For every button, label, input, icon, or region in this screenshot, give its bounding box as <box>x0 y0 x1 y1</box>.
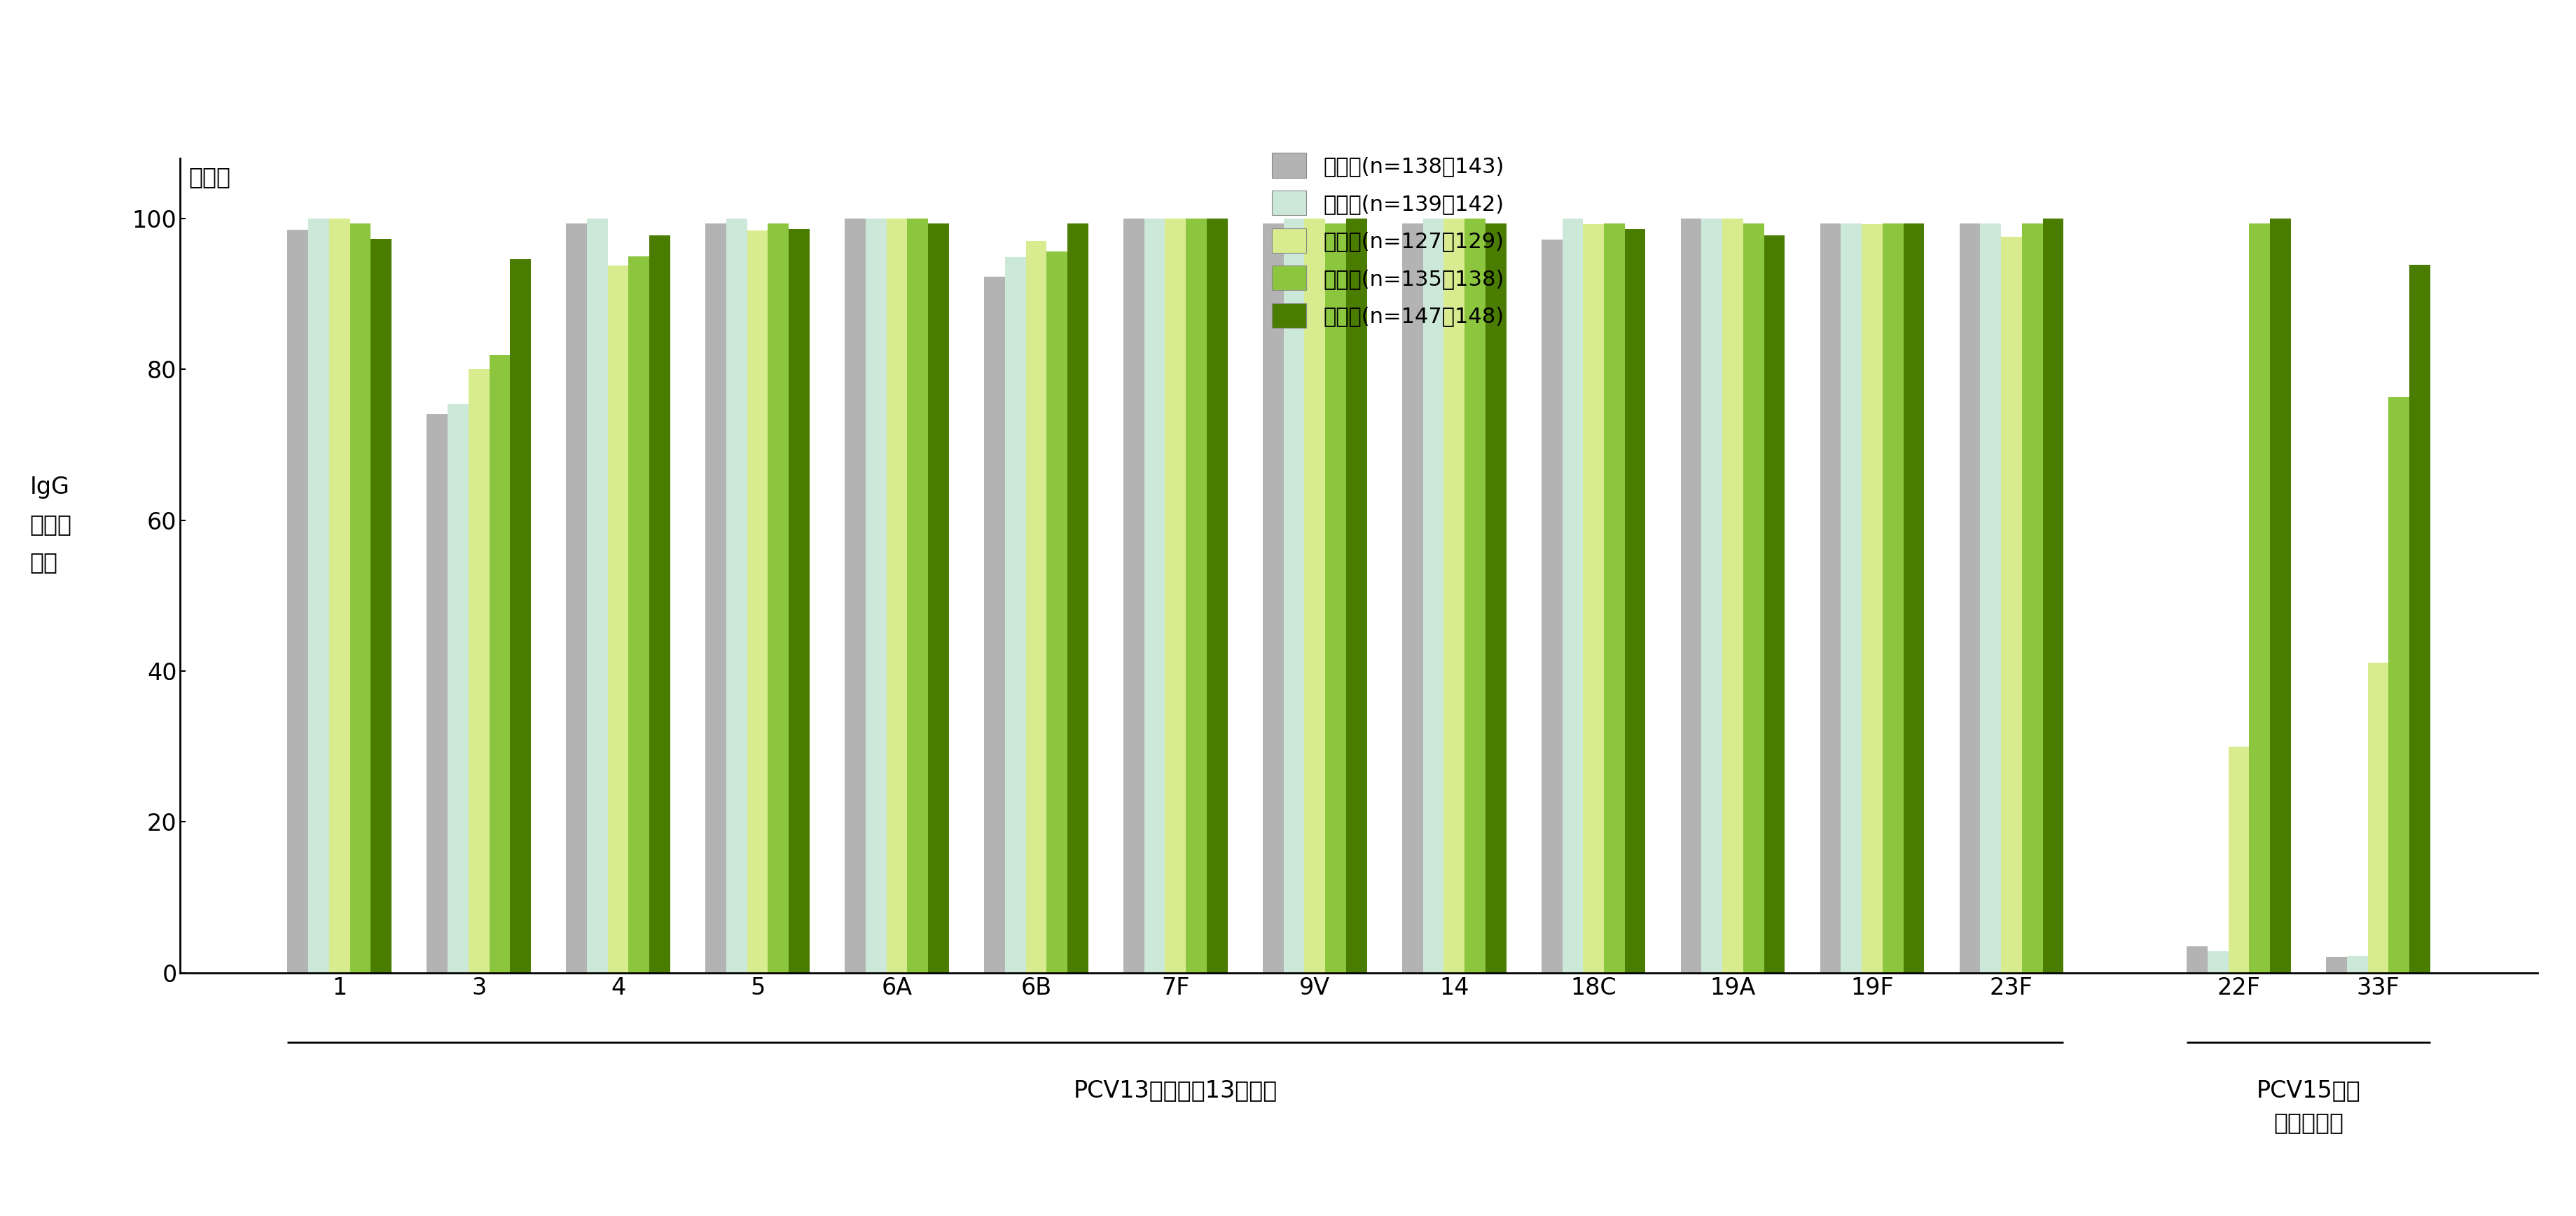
Bar <box>330 219 350 973</box>
Bar <box>2187 946 2208 973</box>
Legend: 第１群(n=138～143), 第２群(n=139～142), 第３群(n=127～129), 第４群(n=135～138), 第５群(n=147～148): 第１群(n=138～143), 第２群(n=139～142), 第３群(n=12… <box>1262 145 1512 337</box>
Text: （％）: （％） <box>188 165 232 188</box>
Bar <box>1185 219 1206 973</box>
Bar <box>768 224 788 973</box>
Bar <box>2409 264 2429 973</box>
Bar <box>2249 224 2269 973</box>
Bar <box>649 235 670 973</box>
Text: IgG
抗体保
有率: IgG 抗体保 有率 <box>31 475 72 574</box>
Bar <box>1066 224 1087 973</box>
Bar <box>2043 219 2063 973</box>
Bar <box>1144 219 1164 973</box>
Bar <box>309 219 330 973</box>
Bar <box>1422 219 1443 973</box>
Bar <box>1605 224 1625 973</box>
Bar <box>1904 224 1924 973</box>
Bar <box>2269 219 2290 973</box>
Bar <box>608 265 629 973</box>
Bar <box>1680 219 1703 973</box>
Bar <box>1625 229 1646 973</box>
Bar <box>1347 219 1368 973</box>
Bar <box>927 224 948 973</box>
Bar <box>2022 224 2043 973</box>
Bar <box>350 224 371 973</box>
Bar <box>907 219 927 973</box>
Bar <box>567 224 587 973</box>
Bar <box>510 259 531 973</box>
Text: PCV13と共通の13血清型: PCV13と共通の13血清型 <box>1074 1079 1278 1102</box>
Bar <box>706 224 726 973</box>
Bar <box>1842 224 1862 973</box>
Bar <box>1005 257 1025 973</box>
Bar <box>984 276 1005 973</box>
Bar <box>469 370 489 973</box>
Bar <box>1862 225 1883 973</box>
Bar <box>866 219 886 973</box>
Bar <box>2228 747 2249 973</box>
Bar <box>1466 219 1486 973</box>
Bar <box>629 257 649 973</box>
Bar <box>2347 956 2367 973</box>
Bar <box>1123 219 1144 973</box>
Bar <box>1206 219 1229 973</box>
Bar <box>1561 219 1584 973</box>
Bar <box>1540 240 1561 973</box>
Bar <box>1401 224 1422 973</box>
Bar <box>1821 224 1842 973</box>
Bar <box>1046 252 1066 973</box>
Bar <box>587 219 608 973</box>
Bar <box>1723 219 1744 973</box>
Bar <box>428 413 448 973</box>
Bar <box>2367 663 2388 973</box>
Bar <box>1744 224 1765 973</box>
Bar <box>2326 957 2347 973</box>
Bar <box>2002 237 2022 973</box>
Text: PCV15固有
の２血清型: PCV15固有 の２血清型 <box>2257 1079 2360 1135</box>
Bar <box>886 219 907 973</box>
Bar <box>1703 219 1723 973</box>
Bar <box>1303 219 1324 973</box>
Bar <box>1486 224 1507 973</box>
Bar <box>1025 241 1046 973</box>
Bar <box>1164 219 1185 973</box>
Bar <box>1883 224 1904 973</box>
Bar <box>1960 224 1981 973</box>
Bar <box>1584 225 1605 973</box>
Bar <box>289 230 309 973</box>
Bar <box>726 219 747 973</box>
Bar <box>788 229 809 973</box>
Bar <box>371 238 392 973</box>
Bar <box>489 355 510 973</box>
Bar <box>747 231 768 973</box>
Bar <box>1262 224 1283 973</box>
Bar <box>1765 235 1785 973</box>
Bar <box>2208 951 2228 973</box>
Bar <box>448 404 469 973</box>
Bar <box>1324 224 1347 973</box>
Bar <box>1443 219 1466 973</box>
Bar <box>1283 219 1303 973</box>
Bar <box>845 219 866 973</box>
Bar <box>1981 224 2002 973</box>
Bar <box>2388 398 2409 973</box>
